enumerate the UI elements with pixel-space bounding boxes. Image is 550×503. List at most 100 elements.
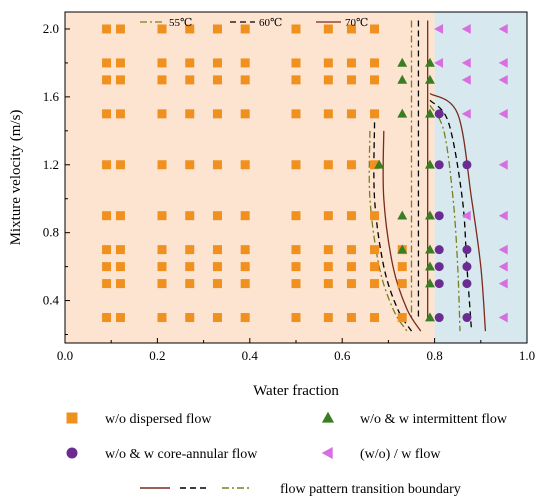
point-s1-4	[397, 108, 408, 118]
legend-marker-2	[66, 447, 78, 459]
point-s1-10	[397, 244, 408, 254]
top-legend-label-0: 55℃	[169, 17, 192, 29]
y-tick-label-4: 2.0	[43, 21, 59, 36]
point-s0-11	[115, 58, 125, 68]
boundary-2-curve-0	[382, 130, 422, 332]
point-s0-65	[240, 245, 250, 255]
point-s0-55	[240, 211, 250, 221]
x-axis-title: Water fraction	[253, 383, 339, 399]
point-s0-34	[212, 109, 222, 119]
point-s1-8	[397, 210, 408, 220]
point-s0-27	[323, 75, 333, 85]
point-s0-96	[185, 313, 195, 323]
point-s2-4	[434, 245, 444, 255]
point-s0-18	[346, 58, 356, 68]
point-s1-6	[374, 159, 385, 169]
point-s0-2	[157, 24, 167, 34]
point-s0-84	[157, 279, 167, 289]
point-s0-31	[115, 109, 125, 119]
point-s0-88	[291, 279, 301, 289]
point-s3-3	[434, 57, 444, 68]
point-s3-13	[498, 244, 508, 255]
legend-marker-3	[321, 446, 333, 460]
point-s0-44	[212, 160, 222, 170]
point-s0-29	[370, 75, 380, 85]
point-s0-25	[240, 75, 250, 85]
point-s1-9	[425, 210, 435, 220]
axes: 0.0 0.2 0.4 0.6 0.8 1.0 0.4 0.8 1.2 1.6 2.0	[43, 21, 535, 363]
point-s3-11	[461, 210, 471, 221]
point-s3-0	[434, 24, 444, 34]
point-s0-16	[291, 58, 301, 68]
point-s0-26	[291, 75, 301, 85]
legend-marker-0	[66, 412, 78, 424]
point-s0-36	[291, 109, 301, 119]
point-s1-14	[425, 312, 435, 322]
point-s0-24	[212, 75, 222, 85]
top-legend: 55℃ 60℃ 70℃	[140, 17, 368, 29]
point-s0-30	[102, 109, 112, 119]
point-s0-63	[185, 245, 195, 255]
point-s1-0	[397, 57, 408, 67]
point-s2-2	[462, 160, 472, 170]
point-s0-1	[115, 24, 125, 34]
point-s0-79	[346, 262, 356, 272]
point-s0-10	[102, 58, 112, 68]
y-tick-label-0: 0.4	[43, 293, 60, 308]
x-tick-label-4: 0.8	[426, 348, 442, 363]
legend-label-2: w/o & w core-annular flow	[105, 447, 258, 462]
point-s0-59	[370, 211, 380, 221]
x-tick-label-0: 0.0	[57, 348, 73, 363]
y-tick-label-3: 1.6	[43, 89, 60, 104]
point-s0-94	[115, 313, 125, 323]
point-s3-2	[498, 24, 508, 34]
point-s0-50	[102, 211, 112, 221]
point-s0-8	[346, 24, 356, 34]
point-s0-85	[185, 279, 195, 289]
point-s0-71	[102, 262, 112, 272]
point-s0-100	[323, 313, 333, 323]
legend-label-0: w/o dispersed flow	[105, 412, 212, 427]
point-s0-67	[323, 245, 333, 255]
point-s0-78	[323, 262, 333, 272]
point-s0-28	[346, 75, 356, 85]
legend-label-1: w/o & w intermittent flow	[360, 412, 508, 427]
point-s0-98	[240, 313, 250, 323]
point-s0-93	[102, 313, 112, 323]
point-s2-1	[434, 160, 444, 170]
point-s0-42	[157, 160, 167, 170]
point-s0-91	[370, 279, 380, 289]
point-s0-23	[185, 75, 195, 85]
point-s1-7	[425, 159, 435, 169]
x-tick-label-3: 0.6	[334, 348, 351, 363]
point-s0-56	[291, 211, 301, 221]
point-s1-3	[425, 74, 435, 84]
point-s0-41	[115, 160, 125, 170]
point-s0-52	[157, 211, 167, 221]
point-s0-58	[346, 211, 356, 221]
point-s0-38	[346, 109, 356, 119]
point-s0-95	[157, 313, 167, 323]
y-tick-label-2: 1.2	[43, 157, 59, 172]
point-s3-7	[498, 74, 508, 85]
point-s0-66	[291, 245, 301, 255]
data-points	[102, 24, 508, 323]
point-s0-83	[115, 279, 125, 289]
point-s0-9	[370, 24, 380, 34]
point-s0-43	[185, 160, 195, 170]
point-s0-39	[370, 109, 380, 119]
point-s0-15	[240, 58, 250, 68]
point-s2-6	[434, 262, 444, 272]
point-s0-103	[397, 313, 407, 323]
point-s0-92	[397, 279, 407, 289]
point-s3-9	[498, 108, 508, 119]
legend-marker-1	[321, 411, 335, 423]
point-s0-76	[240, 262, 250, 272]
point-s0-74	[185, 262, 195, 272]
region-1	[434, 12, 527, 343]
point-s2-5	[462, 245, 472, 255]
point-s0-7	[323, 24, 333, 34]
point-s0-80	[370, 262, 380, 272]
point-s0-69	[370, 245, 380, 255]
